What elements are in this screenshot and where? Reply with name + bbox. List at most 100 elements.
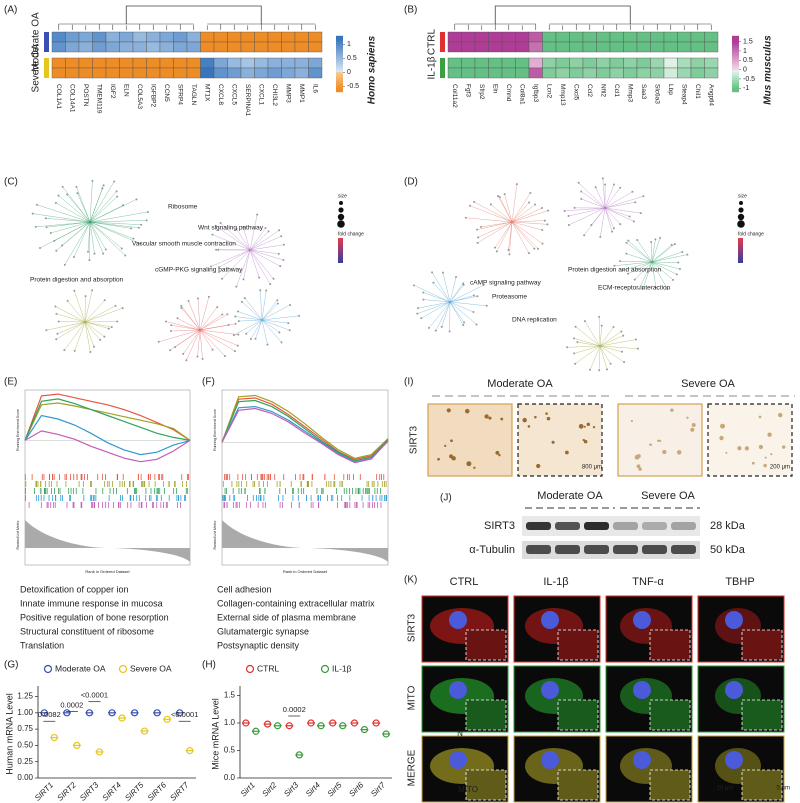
cell (583, 439, 588, 444)
heatmap-cell (636, 41, 651, 53)
heatmap-cell (281, 31, 296, 43)
network-node (93, 252, 96, 255)
network-node (612, 326, 615, 329)
es-curve (24, 398, 191, 441)
data-point (118, 714, 126, 722)
axis-label: Ranked List Metric (16, 520, 20, 549)
band (526, 522, 551, 530)
network-node (515, 183, 518, 186)
network-node (287, 322, 290, 325)
gene-label: Eln (492, 84, 499, 94)
es-curve (24, 414, 191, 456)
axis-label: Human mRNA Level (4, 693, 14, 775)
heatmap-cell (677, 31, 692, 43)
x-tick-label: SIRT1 (33, 781, 55, 803)
group-label: Moderate OA (31, 12, 42, 72)
network-edge (478, 221, 513, 238)
network-edge (651, 261, 668, 290)
heatmap-cell (186, 41, 201, 53)
network-node (448, 330, 451, 333)
x-tick-label: Sirt5 (326, 780, 344, 798)
zoom-box (741, 629, 783, 661)
gene-label: Lbp (667, 84, 674, 95)
network-node (104, 248, 107, 251)
colorbar (336, 77, 343, 81)
network-node (182, 352, 185, 355)
colorbar-label: 1 (347, 41, 351, 48)
network-node (227, 323, 230, 326)
network-edge (32, 213, 91, 223)
network-edge (449, 295, 475, 303)
heatmap-cell (308, 67, 323, 79)
network-node (670, 243, 673, 246)
network-edge (87, 221, 91, 252)
gene-label: CHI3L2 (271, 84, 278, 106)
colorbar (336, 53, 343, 57)
legend-color (338, 240, 343, 243)
heatmap-cell (227, 67, 242, 79)
network-edge (651, 254, 688, 263)
gene-label: Col8a1 (519, 84, 526, 105)
network-edge (651, 261, 680, 270)
legend-color (738, 248, 743, 251)
network-edge (249, 227, 266, 251)
heatmap-cell (650, 41, 665, 53)
network-node (233, 350, 236, 353)
colorbar (336, 83, 343, 87)
network-node (57, 320, 60, 323)
heatmap-cell (609, 67, 624, 79)
network-edge (46, 321, 86, 331)
network-node (495, 250, 498, 253)
network-edge (627, 261, 653, 274)
network-node (217, 266, 220, 269)
network-edge (64, 221, 91, 266)
pathway-label: Wnt signaling pathway (198, 225, 264, 232)
network-edge (589, 345, 601, 370)
network-edge (511, 207, 543, 223)
zoom-box (649, 629, 691, 661)
legend-label: Moderate OA (55, 663, 106, 673)
network-node (140, 223, 143, 226)
heatmap-cell (105, 67, 120, 79)
network-node (221, 277, 224, 280)
legend-size (339, 201, 343, 205)
network-edge (45, 218, 91, 223)
network-edge (250, 319, 263, 340)
network-edge (449, 301, 487, 306)
network-edge (210, 249, 251, 267)
network-node (412, 284, 415, 287)
heatmap-cell (461, 57, 476, 69)
network-edge (599, 339, 636, 347)
heatmap-cell (704, 41, 719, 53)
heatmap-cell (582, 31, 597, 43)
network-edge (604, 207, 613, 232)
group-bar (44, 58, 49, 78)
network-node (611, 230, 614, 233)
network-node (600, 324, 603, 327)
network-edge (186, 329, 201, 361)
network-node (280, 341, 283, 344)
network-node (540, 206, 543, 209)
heatmap-cell (582, 57, 597, 69)
network-node (628, 215, 631, 218)
colorbar (732, 45, 739, 49)
network-edge (598, 316, 601, 347)
cell (630, 419, 633, 423)
colorbar (732, 61, 739, 65)
cell (444, 444, 447, 448)
network-edge (599, 345, 623, 352)
network-node (604, 183, 607, 186)
data-point (85, 709, 94, 717)
network-node (35, 203, 38, 206)
colorbar (336, 71, 343, 75)
legend-label: fold change (738, 231, 764, 237)
network-node (54, 201, 57, 204)
network-edge (511, 202, 530, 223)
heatmap-cell (78, 41, 93, 53)
legend-label: fold change (338, 231, 364, 237)
condition-label: IL-1β (543, 576, 568, 588)
colorbar (732, 81, 739, 85)
network-node (54, 305, 57, 308)
network-node (496, 194, 499, 197)
network-edge (249, 249, 271, 285)
